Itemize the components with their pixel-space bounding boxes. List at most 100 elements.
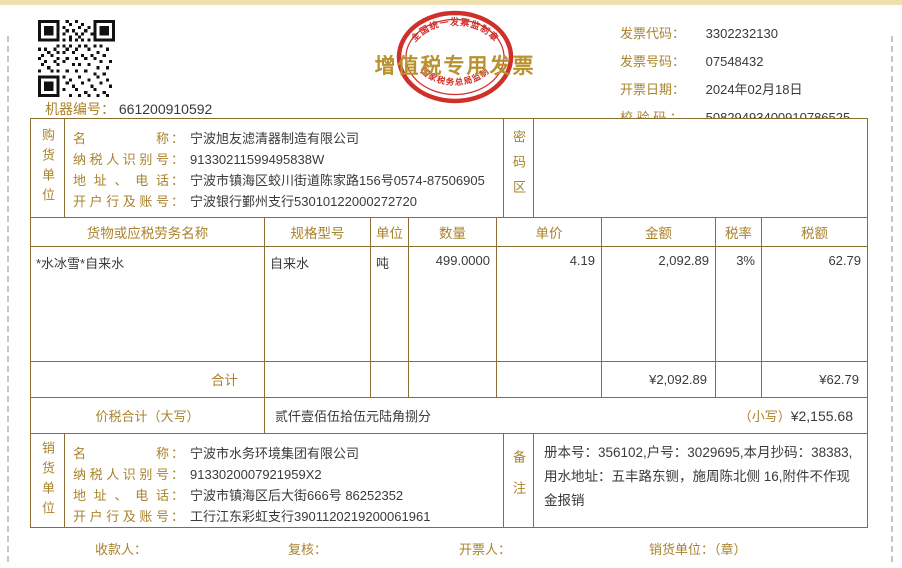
buyer-address-label: 地址、电话 — [73, 173, 169, 188]
tax-supervision-stamp-icon: 全国统一发票监制章 国家税务总局监制 — [396, 10, 514, 104]
invoice-number-label: 发票号码： — [620, 54, 686, 69]
buyer-side-label: 购货单位 — [31, 119, 65, 217]
password-area-label-text: 密码区 — [511, 130, 526, 206]
total-quantity-cell — [409, 360, 496, 397]
invoice-table: 购货单位 名称：宁波旭友滤清器制造有限公司 纳税人识别号： 91330211599… — [30, 118, 868, 528]
header-spec: 规格型号 — [265, 218, 370, 248]
password-area-content — [534, 119, 867, 217]
qr-code-icon — [38, 20, 115, 97]
buyer-bank-row: 开户行及账号： 宁波银行鄞州支行53010122000272720 — [73, 191, 503, 212]
column-amount: 金额 2,092.89 ¥2,092.89 — [602, 217, 716, 397]
buyer-taxid-label: 纳税人识别号 — [73, 152, 169, 167]
item-quantity-cell: 499.0000 — [435, 253, 490, 269]
seller-side-label-text: 销货单位 — [40, 440, 55, 521]
amount-in-words: 贰仟壹佰伍拾伍元陆角捌分 — [275, 408, 432, 424]
buyer-fields: 名称：宁波旭友滤清器制造有限公司 纳税人识别号： 9133021159949583… — [65, 119, 504, 217]
buyer-taxid-value: 91330211599495838W — [190, 152, 325, 167]
colon: ： — [171, 446, 185, 461]
colon: ： — [171, 173, 185, 188]
item-tax-cell: 62.79 — [828, 253, 861, 269]
colon: ： — [171, 509, 185, 524]
small-figures-label: （小写） — [738, 408, 791, 424]
seller-bank-row: 开户行及账号： 工行江东彩虹支行3901120219200061961 — [73, 506, 503, 527]
right-tear-dashed-line — [891, 36, 893, 562]
colon: ： — [171, 131, 185, 146]
buyer-bank-value: 宁波银行鄞州支行53010122000272720 — [190, 194, 417, 209]
invoice-number-row: 发票号码： 07548432 — [620, 51, 850, 70]
item-unit-cell: 吨 — [376, 256, 390, 272]
invoice-date-label: 开票日期： — [620, 82, 686, 97]
seller-address-value: 宁波市镇海区后大街666号 86252352 — [190, 488, 404, 503]
payee-label: 收款人： — [95, 542, 148, 557]
column-goods-name: 货物或应税劳务名称 *水冰雪*自来水 合计 — [31, 217, 265, 397]
column-quantity: 数量 499.0000 — [409, 217, 497, 397]
seller-taxid-value: 9133020007921959X2 — [190, 467, 322, 482]
total-label-cell: 合计 — [31, 360, 264, 397]
total-in-words-label: 价税合计（大写） — [31, 397, 265, 433]
machine-number-label: 机器编号： — [45, 101, 115, 117]
buyer-address-value: 宁波市镇海区蛟川街道陈家路156号0574-87506905 — [190, 173, 485, 188]
column-unit: 单位 吨 — [371, 217, 409, 397]
buyer-name-label: 名称 — [73, 131, 169, 146]
item-spec-cell: 自来水 — [270, 256, 310, 272]
amount-in-figures: ¥2,155.68 — [790, 407, 853, 424]
total-tax-cell: ¥62.79 — [762, 360, 867, 397]
item-tax-rate-cell: 3% — [736, 253, 755, 269]
header-tax: 税额 — [762, 218, 867, 248]
total-in-words-content: 贰仟壹佰伍拾伍元陆角捌分 （小写）¥2,155.68 — [265, 398, 867, 433]
machine-number-value: 661200910592 — [118, 101, 213, 117]
colon: ： — [171, 467, 185, 482]
seller-section: 销货单位 名称：宁波市水务环境集团有限公司 纳税人识别号： 91330200079… — [31, 434, 867, 527]
total-unit-price-cell — [497, 360, 601, 397]
remarks-side-label-text: 备注 — [511, 449, 526, 512]
total-tax-rate-cell — [716, 360, 761, 397]
seller-fields: 名称：宁波市水务环境集团有限公司 纳税人识别号： 9133020007921959… — [65, 434, 504, 527]
colon: ： — [171, 194, 185, 209]
seller-address-label: 地址、电话 — [73, 488, 169, 503]
buyer-name-row: 名称： 宁波旭友滤清器制造有限公司 — [73, 128, 503, 149]
item-amount-cell: 2,092.89 — [658, 253, 709, 269]
invoice-title-area: 全国统一发票监制章 国家税务总局监制 增值税专用发票 — [325, 6, 585, 108]
buyer-section: 购货单位 名称：宁波旭友滤清器制造有限公司 纳税人识别号： 91330211599… — [31, 119, 867, 218]
drawer-label: 开票人： — [459, 542, 512, 557]
item-name-cell: *水冰雪*自来水 — [36, 256, 125, 272]
header-unit: 单位 — [371, 218, 408, 248]
header-unit-price: 单价 — [497, 218, 601, 248]
total-in-words-row: 价税合计（大写） 贰仟壹佰伍拾伍元陆角捌分 （小写）¥2,155.68 — [31, 397, 867, 434]
column-tax-rate: 税率 3% — [716, 217, 762, 397]
left-tear-dashed-line — [7, 36, 9, 562]
invoice-code-row: 发票代码： 3302232130 — [620, 23, 850, 42]
footer-signature-row: 收款人： 复核： 开票人： 销货单位：（章） — [0, 539, 902, 559]
item-unit-price-cell: 4.19 — [569, 253, 595, 269]
column-tax: 税额 62.79 ¥62.79 — [762, 218, 867, 397]
invoice-code-label: 发票代码： — [620, 26, 686, 41]
buyer-address-row: 地址、电话： 宁波市镇海区蛟川街道陈家路156号0574-87506905 — [73, 170, 503, 191]
header-amount: 金额 — [602, 218, 715, 248]
total-spec-cell — [265, 360, 370, 397]
amount-in-figures-group: （小写）¥2,155.68 — [739, 406, 853, 425]
reviewer-label: 复核： — [288, 542, 328, 557]
remarks-side-label: 备注 — [504, 434, 534, 527]
invoice-code-value: 3302232130 — [705, 26, 778, 41]
seller-address-row: 地址、电话： 宁波市镇海区后大街666号 86252352 — [73, 485, 503, 506]
remarks-content: 册本号：356102,户号：3029695,本月抄码：38383,用水地址：五丰… — [544, 445, 853, 508]
items-section: 货物或应税劳务名称 *水冰雪*自来水 合计 规格型号 自来水 单位 吨 数量 4… — [31, 217, 867, 398]
header-goods-name: 货物或应税劳务名称 — [31, 218, 264, 248]
top-border-strip — [0, 0, 902, 5]
buyer-name-value: 宁波旭友滤清器制造有限公司 — [190, 131, 360, 146]
colon: ： — [171, 152, 185, 167]
seller-taxid-label: 纳税人识别号 — [73, 467, 169, 482]
seller-bank-label: 开户行及账号 — [73, 509, 169, 524]
total-unit-cell — [371, 360, 408, 397]
header-quantity: 数量 — [409, 218, 496, 248]
buyer-side-label-text: 购货单位 — [40, 127, 55, 208]
buyer-taxid-row: 纳税人识别号： 91330211599495838W — [73, 149, 503, 170]
machine-number-line: 机器编号： 661200910592 — [45, 99, 212, 119]
password-area-side-label: 密码区 — [504, 119, 534, 217]
seller-name-value: 宁波市水务环境集团有限公司 — [190, 446, 360, 461]
invoice-title: 增值税专用发票 — [374, 55, 536, 78]
invoice-number-value: 07548432 — [705, 54, 764, 69]
seller-side-label: 销货单位 — [31, 434, 65, 527]
seller-name-label: 名称 — [73, 446, 169, 461]
